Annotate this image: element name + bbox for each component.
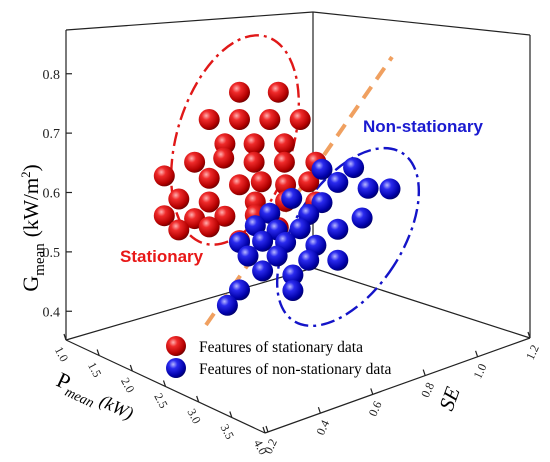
- non-stationary-point: [282, 280, 304, 301]
- stationary-point: [250, 171, 272, 193]
- non-stationary-point: [252, 230, 274, 252]
- y-tick-mark: [422, 369, 426, 376]
- non-stationary-points: [216, 157, 401, 316]
- legend-label-non-stationary: Features of non-stationary data: [199, 361, 392, 378]
- stationary-point: [168, 219, 190, 241]
- x-tick-label: 1.5: [85, 360, 104, 380]
- stationary-point: [229, 109, 250, 130]
- x-tick-label: 2.5: [151, 391, 170, 411]
- non-stationary-point: [327, 218, 349, 240]
- y-tick-mark: [265, 425, 269, 433]
- y-axis-ticks: 0.2 0.4 0.6 0.8 1.0 1.2: [261, 331, 542, 457]
- z-axis-ticks: 0.4 0.5 0.6 0.7 0.8: [43, 68, 72, 320]
- non-stationary-point: [252, 260, 274, 282]
- stationary-cluster-label: Stationary: [120, 247, 204, 266]
- stationary-point: [198, 109, 220, 130]
- back-floor-line-2: [312, 267, 531, 339]
- back-top-line: [65, 11, 314, 31]
- stationary-point: [267, 81, 289, 103]
- x-axis-ticks: 1.0 1.5 2.0 2.5 3.0 3.5 4.0: [52, 333, 270, 457]
- y-tick-mark: [370, 388, 374, 395]
- x-tick-mark: [262, 426, 266, 434]
- y-tick-label: 0.2: [261, 437, 280, 457]
- y-tick-label: 1.2: [523, 343, 542, 363]
- y-tick-label: 0.4: [313, 418, 332, 438]
- stationary-point: [243, 133, 265, 155]
- stationary-point: [168, 188, 190, 210]
- stationary-point: [273, 133, 295, 155]
- stationary-point: [298, 171, 320, 193]
- stationary-point: [153, 205, 175, 227]
- stationary-point: [198, 216, 220, 238]
- z-tick-label: 0.7: [43, 127, 61, 142]
- x-tick-label: 3.5: [218, 422, 237, 442]
- non-stationary-point: [237, 245, 259, 267]
- z-tick-label: 0.6: [43, 187, 61, 202]
- non-stationary-point: [343, 157, 365, 179]
- back-top-line-2: [312, 11, 531, 36]
- non-stationary-point: [351, 207, 373, 229]
- x-tick-mark: [63, 333, 67, 341]
- y-tick-label: 1.0: [470, 361, 489, 381]
- legend-marker-stationary: [166, 336, 186, 356]
- non-stationary-point: [327, 171, 349, 193]
- x-tick-mark: [196, 395, 200, 403]
- y-tick-mark: [527, 331, 531, 339]
- stationary-point: [273, 151, 295, 173]
- x-tick-label: 4.0: [251, 437, 270, 457]
- y-tick-label: 0.6: [366, 399, 385, 419]
- legend-marker-non-stationary: [166, 358, 186, 378]
- back-floor-line: [65, 267, 314, 341]
- y-axis-line: [264, 337, 531, 434]
- y-axis-title: SE: [434, 383, 465, 413]
- non-stationary-point: [282, 264, 304, 286]
- stationary-point: [289, 109, 311, 130]
- non-stationary-point: [289, 218, 311, 240]
- non-stationary-point: [281, 187, 303, 209]
- x-tick-mark: [96, 349, 100, 356]
- non-stationary-point: [216, 294, 238, 316]
- z-tick-label: 0.5: [43, 246, 61, 261]
- non-stationary-point: [266, 245, 288, 267]
- non-stationary-point: [259, 202, 281, 224]
- stationary-point: [259, 109, 281, 130]
- stationary-point: [229, 81, 250, 103]
- non-stationary-point: [298, 249, 320, 271]
- stationary-point: [214, 205, 236, 227]
- x-tick-label: 3.0: [184, 406, 203, 426]
- x-tick-mark: [229, 411, 233, 418]
- stationary-point: [229, 174, 250, 196]
- legend: Features of stationary data Features of …: [166, 336, 392, 378]
- z-axis-title: Gmean(kW/m2): [18, 164, 48, 291]
- non-stationary-point: [379, 178, 401, 200]
- x-tick-label: 2.0: [118, 375, 137, 395]
- non-stationary-point: [357, 177, 379, 199]
- z-tick-label: 0.8: [43, 68, 61, 83]
- stationary-point: [243, 151, 265, 173]
- stationary-point: [213, 147, 235, 169]
- non-stationary-point: [229, 279, 250, 301]
- y-tick-label: 0.8: [418, 380, 437, 400]
- stationary-point: [198, 191, 220, 213]
- stationary-point: [153, 165, 175, 187]
- x-tick-mark: [162, 380, 167, 387]
- y-tick-mark: [475, 350, 479, 357]
- non-stationary-cluster-label: Non-stationary: [363, 117, 484, 136]
- z-tick-label: 0.4: [43, 305, 61, 320]
- legend-label-stationary: Features of stationary data: [199, 339, 363, 356]
- stationary-point: [198, 167, 220, 189]
- x-tick-mark: [129, 364, 133, 372]
- x-tick-label: 1.0: [52, 344, 71, 364]
- stationary-point: [184, 151, 206, 173]
- non-stationary-point: [311, 158, 333, 180]
- y-tick-mark: [317, 407, 321, 414]
- non-stationary-point: [327, 249, 349, 271]
